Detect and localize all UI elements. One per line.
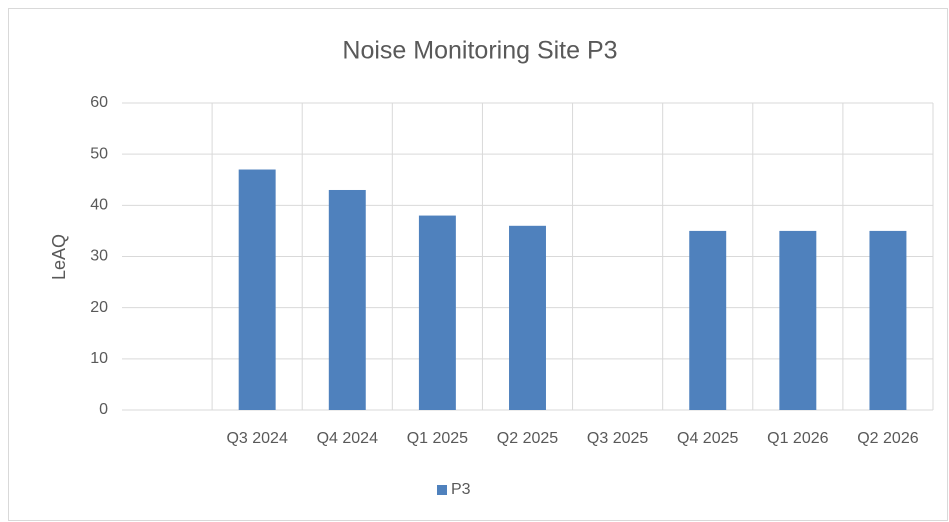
x-tick-label: Q4 2024	[317, 430, 378, 447]
bar	[689, 230, 727, 410]
y-tick-label: 50	[90, 145, 108, 162]
x-tick-label: Q3 2024	[226, 430, 287, 447]
x-tick-label: Q2 2026	[857, 430, 918, 447]
x-tick-label: Q1 2026	[767, 430, 828, 447]
y-tick-label: 20	[90, 299, 108, 316]
x-tick-label: Q4 2025	[677, 430, 738, 447]
bar	[509, 225, 546, 410]
x-tick-label: Q3 2025	[587, 430, 648, 447]
y-tick-label: 0	[99, 401, 108, 418]
y-tick-label: 10	[90, 350, 108, 367]
y-tick-label: 40	[90, 197, 108, 214]
x-tick-label: Q1 2025	[407, 430, 468, 447]
y-tick-label: 30	[90, 248, 108, 265]
x-tick-label: Q2 2025	[497, 430, 558, 447]
bar	[418, 215, 456, 410]
bar	[779, 230, 817, 410]
legend-label: P3	[451, 481, 471, 498]
bar	[238, 169, 276, 410]
chart-title: Noise Monitoring Site P3	[342, 37, 617, 65]
legend-swatch	[437, 485, 447, 495]
bar	[328, 189, 366, 410]
y-tick-label: 60	[90, 94, 108, 111]
bar	[869, 230, 907, 410]
y-axis-label: LeAQ	[49, 234, 69, 280]
